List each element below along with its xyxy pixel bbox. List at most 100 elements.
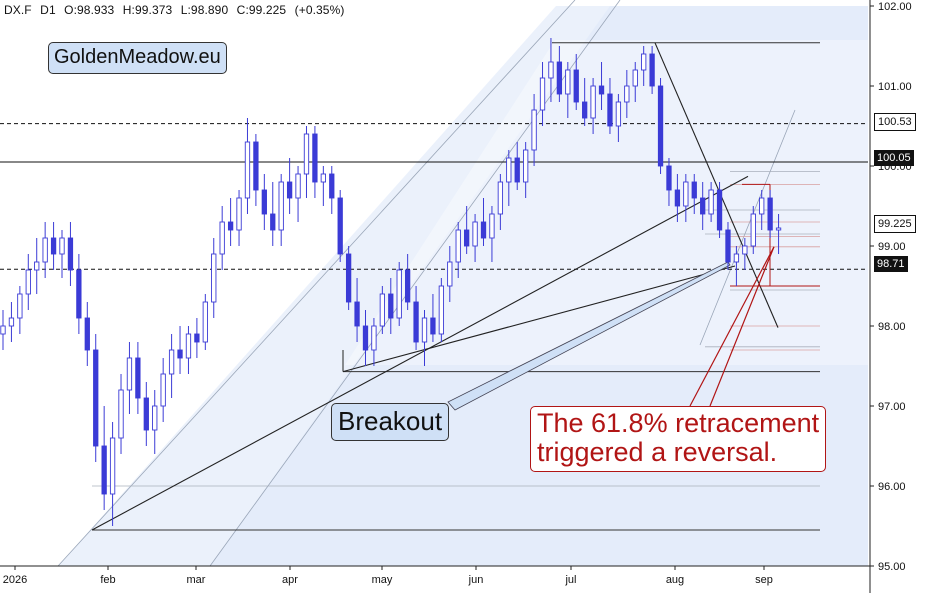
candle-body xyxy=(733,253,740,263)
candle-body xyxy=(607,93,613,127)
candle-body xyxy=(371,325,377,351)
candle-body xyxy=(152,405,158,431)
candle-body xyxy=(345,253,352,303)
candle-body xyxy=(632,69,638,87)
candle-body xyxy=(649,53,655,87)
breakout-callout: Breakout xyxy=(331,403,450,441)
candle-body xyxy=(84,317,90,351)
fib-red-label: 138.2% xyxy=(828,0,866,3)
fib-red-label: -61.8% xyxy=(828,0,863,3)
candle-body xyxy=(244,141,251,199)
open-value: O:98.933 xyxy=(64,3,115,17)
y-tick-label: 96.00 xyxy=(878,481,906,493)
candle-body xyxy=(34,261,40,271)
x-tick-label: mar xyxy=(187,574,206,586)
price-tag-level: 100.05 xyxy=(874,150,914,166)
reversal-callout-line-1: The 61.8% retracement xyxy=(537,408,820,438)
candle-body xyxy=(286,181,293,199)
candle-body xyxy=(337,197,343,255)
fib-gray-label: 38.2% xyxy=(828,0,859,3)
reversal-callout: The 61.8% retracement triggered a revers… xyxy=(530,406,827,472)
change-value: (+0.35%) xyxy=(294,3,345,17)
x-tick-label: feb xyxy=(100,574,115,586)
downtrend-line xyxy=(654,42,779,328)
candle-body xyxy=(430,317,436,335)
channel-upper-edge xyxy=(57,0,576,567)
reversal-pointer-2 xyxy=(709,246,775,407)
brand-label: GoldenMeadow.eu xyxy=(48,42,227,74)
fib-gray-label: 138.2% xyxy=(828,0,866,3)
candle-body xyxy=(716,189,723,231)
candle-body xyxy=(126,357,133,391)
fib-red-label: 0% xyxy=(828,0,844,3)
candle-body xyxy=(354,301,360,327)
candle-body xyxy=(42,237,48,263)
candle-body xyxy=(641,53,647,71)
ohlc-header: DX.F D1 O:98.933 H:99.373 L:98.890 C:99.… xyxy=(4,3,349,17)
candle-body xyxy=(514,157,520,183)
candle-body xyxy=(497,181,504,215)
candle-body xyxy=(725,229,731,263)
low-value: L:98.890 xyxy=(180,3,229,17)
candle-body xyxy=(624,85,630,103)
candle-body xyxy=(683,181,689,207)
candle-body xyxy=(211,253,217,303)
fib-gray-label: 61.8% xyxy=(828,0,859,3)
candle-body xyxy=(548,61,554,79)
fib-gray-label: 50% xyxy=(828,0,850,3)
candle-body xyxy=(480,221,487,239)
candle-body xyxy=(295,173,301,199)
candle-body xyxy=(775,227,782,231)
fib-gray-label: 161.8% xyxy=(828,0,866,3)
x-tick-label: jul xyxy=(564,574,576,586)
fib-gray-label: 0% xyxy=(828,0,844,3)
fib-gray-label: 100% xyxy=(828,0,856,3)
candle-body xyxy=(278,181,284,231)
candle-body xyxy=(303,133,310,175)
long-trendline xyxy=(91,175,749,531)
high-value: H:99.373 xyxy=(122,3,173,17)
y-tick-label: 101.00 xyxy=(878,81,912,93)
candle-body xyxy=(573,69,579,103)
fib-gray-label: 100% xyxy=(828,0,856,3)
fib-gray-label: 50% xyxy=(828,0,850,3)
candle-body xyxy=(312,133,318,183)
candle-body xyxy=(708,189,714,215)
candle-body xyxy=(50,237,57,255)
candle-body xyxy=(17,293,23,319)
candle-body xyxy=(219,221,225,255)
fib-red-label: 161.8% xyxy=(828,0,866,3)
candle-body xyxy=(101,445,107,495)
close-value: C:99.225 xyxy=(236,3,287,17)
fib-red-label: 61.8% xyxy=(828,0,859,3)
candle-body xyxy=(270,213,276,231)
x-tick-label: 2026 xyxy=(3,574,27,586)
timeframe: D1 xyxy=(40,3,56,17)
candle-body xyxy=(168,349,175,375)
candle-body xyxy=(674,189,681,207)
candle-body xyxy=(742,245,748,255)
candle-body xyxy=(253,141,259,191)
fibonacci-levels: 0%38.2%50%88.2%50%61.8%100%138.2%100%161… xyxy=(92,0,866,531)
candlesticks xyxy=(0,38,782,526)
reversal-callout-line-2: triggered a reversal. xyxy=(537,437,778,467)
candle-body xyxy=(261,189,267,215)
candle-body xyxy=(565,69,571,95)
candle-body xyxy=(767,197,773,231)
candle-body xyxy=(67,237,74,271)
x-tick-label: aug xyxy=(666,574,684,586)
candle-body xyxy=(489,213,495,239)
channel-highlight xyxy=(345,40,868,365)
x-tick-label: sep xyxy=(755,574,773,586)
candle-body xyxy=(194,333,200,343)
price-tag-support: 98.71 xyxy=(874,256,908,272)
candle-body xyxy=(598,85,605,95)
fib-fan-edge xyxy=(699,109,796,346)
candle-body xyxy=(421,317,428,343)
candle-body xyxy=(396,269,402,319)
x-tick-label: jun xyxy=(468,574,484,586)
candle-body xyxy=(455,229,461,263)
candle-body xyxy=(320,173,326,183)
candle-body xyxy=(388,293,394,319)
